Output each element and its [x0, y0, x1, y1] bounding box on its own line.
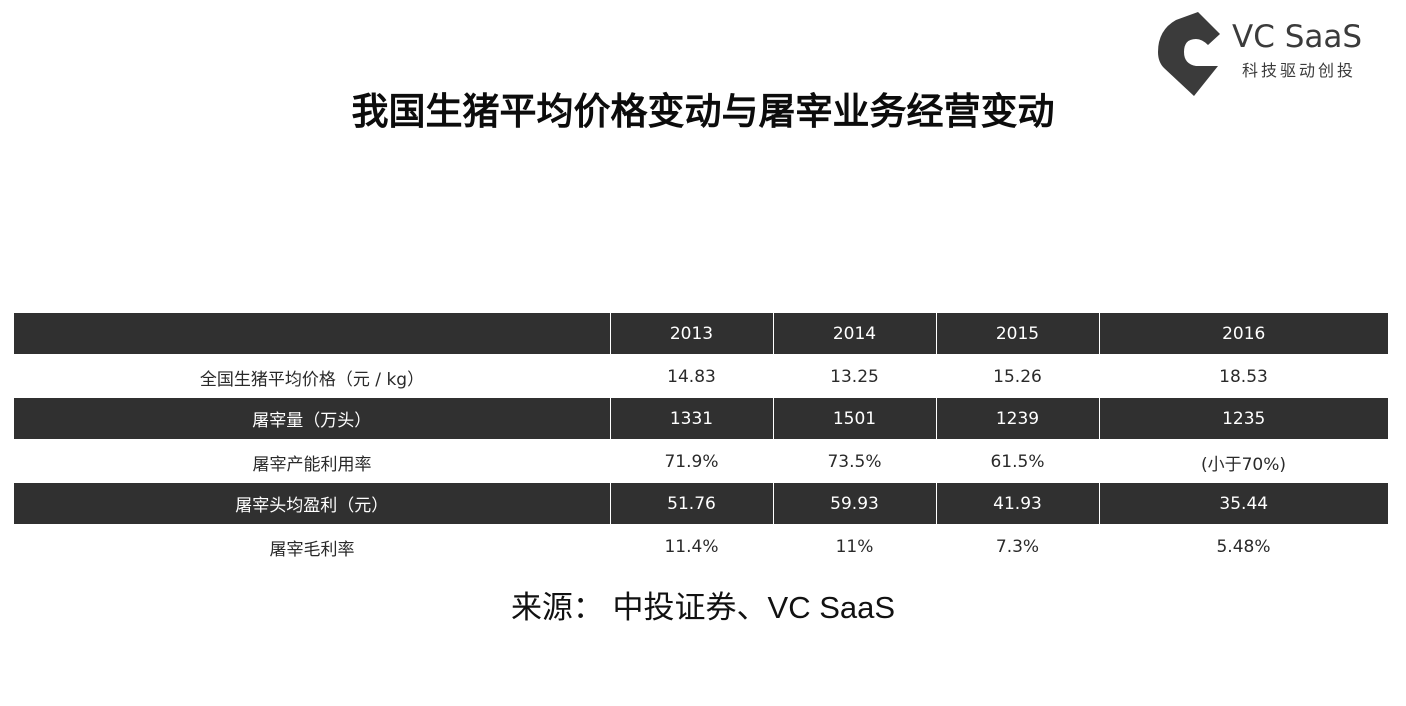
table-cell: 1239 — [935, 398, 1099, 441]
table-cell: 61.5% — [936, 440, 1099, 483]
table-cell: 5.48% — [1099, 525, 1388, 568]
table-cell: 35.44 — [1098, 483, 1388, 526]
table-cell: 73.5% — [773, 440, 936, 483]
table-cell: 11% — [773, 525, 936, 568]
source-note: 来源： 中投证券、VC SaaS — [510, 590, 896, 625]
table-cell: 59.93 — [772, 483, 936, 526]
header-cell-year: 2013 — [609, 313, 773, 356]
row-label: 全国生猪平均价格（元 / kg） — [14, 355, 610, 398]
table-cell: 1235 — [1098, 398, 1388, 441]
header-cell-year: 2015 — [935, 313, 1099, 356]
table-cell: 15.26 — [936, 355, 1099, 398]
table-header-row: 2013 2014 2015 2016 — [14, 313, 1388, 356]
table-cell: 11.4% — [610, 525, 773, 568]
table-cell: 71.9% — [610, 440, 773, 483]
table-cell: (小于70%) — [1099, 440, 1388, 483]
row-label: 屠宰毛利率 — [14, 525, 610, 568]
row-label: 屠宰量（万头） — [14, 398, 610, 441]
logo-tagline: 科技驱动创投 — [1242, 61, 1357, 80]
table-row: 屠宰量（万头） 1331 1501 1239 1235 — [14, 398, 1388, 441]
logo-name: VC SaaS — [1232, 19, 1363, 55]
table-cell: 7.3% — [936, 525, 1099, 568]
table-cell: 14.83 — [610, 355, 773, 398]
logo-shield-icon — [1158, 12, 1220, 96]
table-row: 屠宰头均盈利（元） 51.76 59.93 41.93 35.44 — [14, 483, 1388, 526]
page-title: 我国生猪平均价格变动与屠宰业务经营变动 — [351, 90, 1055, 133]
row-label: 屠宰头均盈利（元） — [14, 483, 610, 526]
table-cell: 18.53 — [1099, 355, 1388, 398]
table-cell: 13.25 — [773, 355, 936, 398]
header-cell-year: 2016 — [1098, 313, 1388, 356]
table-cell: 1501 — [772, 398, 936, 441]
table-row: 屠宰产能利用率 71.9% 73.5% 61.5% (小于70%) — [14, 440, 1388, 483]
brand-logo: VC SaaS 科技驱动创投 — [1158, 12, 1373, 98]
table-cell: 41.93 — [935, 483, 1099, 526]
header-cell-year: 2014 — [772, 313, 936, 356]
table-cell: 1331 — [609, 398, 773, 441]
data-table: 2013 2014 2015 2016 全国生猪平均价格（元 / kg） 14.… — [14, 313, 1388, 568]
header-cell-empty — [14, 313, 610, 356]
table-row: 屠宰毛利率 11.4% 11% 7.3% 5.48% — [14, 525, 1388, 568]
table-cell: 51.76 — [609, 483, 773, 526]
table-row: 全国生猪平均价格（元 / kg） 14.83 13.25 15.26 18.53 — [14, 355, 1388, 398]
row-label: 屠宰产能利用率 — [14, 440, 610, 483]
